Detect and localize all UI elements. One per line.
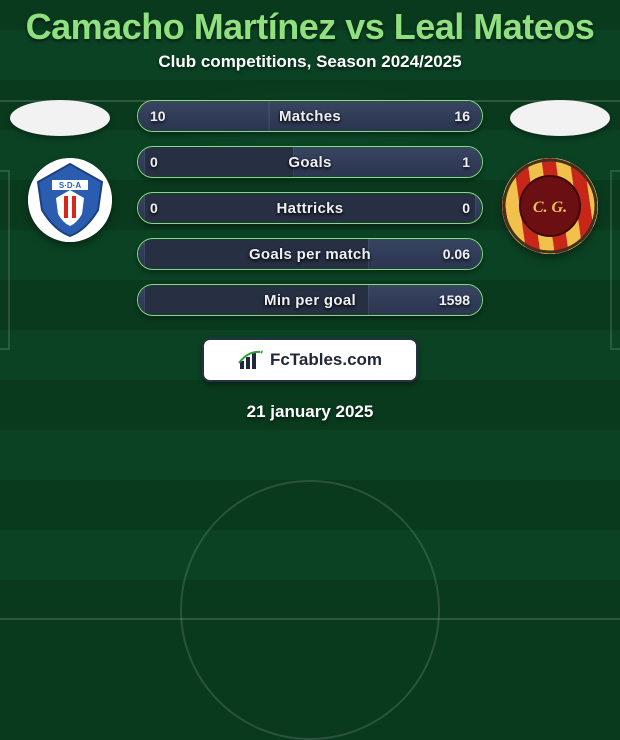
stat-value-left (138, 239, 162, 269)
stat-value-left (138, 285, 162, 315)
date-text: 21 january 2025 (0, 402, 620, 422)
stat-value-right: 1598 (427, 285, 482, 315)
stat-value-right: 16 (442, 101, 482, 131)
stat-rows: Matches1016Goals01Hattricks00Goals per m… (137, 100, 483, 316)
stat-label: Hattricks (138, 193, 482, 223)
brand-pill[interactable]: FcTables.com (202, 338, 418, 382)
club-crest-left: S·D·A (28, 158, 112, 242)
subtitle: Club competitions, Season 2024/2025 (0, 52, 620, 72)
brand-bars-icon (238, 349, 264, 371)
stat-value-left: 10 (138, 101, 178, 131)
comparison-stage: S·D·A (0, 100, 620, 422)
svg-text:C. G.: C. G. (533, 199, 567, 216)
player-left-placeholder (10, 100, 110, 136)
stat-row: Goals per match0.06 (137, 238, 483, 270)
page-title: Camacho Martínez vs Leal Mateos (0, 6, 620, 48)
stat-value-left: 0 (138, 193, 170, 223)
stat-value-right: 0.06 (431, 239, 482, 269)
brand-label: FcTables.com (270, 350, 382, 370)
stat-row: Goals0 1 (137, 146, 483, 178)
svg-text:S·D·A: S·D·A (59, 181, 81, 190)
stat-row: Min per goal1598 (137, 284, 483, 316)
stat-label: Goals (138, 147, 482, 177)
stat-row: Matches10 16 (137, 100, 483, 132)
stat-value-left: 0 (138, 147, 170, 177)
stat-row: Hattricks0 0 (137, 192, 483, 224)
crest-right-svg: C. G. (502, 158, 598, 254)
stat-value-right: 1 (450, 147, 482, 177)
player-right-placeholder (510, 100, 610, 136)
crest-left-svg: S·D·A (28, 158, 112, 242)
stat-label: Matches (138, 101, 482, 131)
club-crest-right: C. G. (502, 158, 598, 254)
stat-value-right: 0 (450, 193, 482, 223)
